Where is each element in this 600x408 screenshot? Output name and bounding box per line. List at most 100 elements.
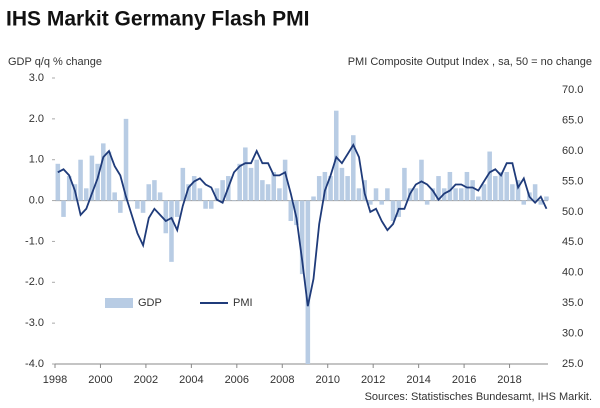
- bar: [487, 151, 492, 201]
- bar: [243, 147, 248, 201]
- bar: [481, 184, 487, 201]
- x-tick-label: 2014: [406, 374, 430, 386]
- bar: [180, 167, 186, 201]
- y2-tick-label: 65.0: [562, 115, 583, 127]
- bar: [532, 184, 538, 201]
- bar: [544, 196, 549, 201]
- bar: [368, 200, 373, 205]
- y-tick-label: 0.0: [29, 194, 44, 206]
- bar: [95, 163, 100, 201]
- y2-axis-label: PMI Composite Output Index , sa, 50 = no…: [348, 56, 592, 68]
- bar: [538, 200, 544, 205]
- bar: [504, 171, 509, 201]
- bar: [260, 180, 265, 201]
- bar: [282, 159, 288, 201]
- x-tick-label: 2012: [361, 374, 385, 386]
- bar: [123, 118, 129, 201]
- bar: [316, 176, 322, 201]
- bar: [351, 135, 356, 201]
- bar: [157, 192, 163, 201]
- y-tick-label: 3.0: [29, 72, 44, 84]
- bar: [214, 188, 220, 201]
- bar: [163, 200, 169, 234]
- x-tick-label: 2010: [315, 374, 339, 386]
- bar: [322, 171, 328, 201]
- x-tick-label: 1998: [43, 374, 67, 386]
- bar: [78, 159, 83, 201]
- bar: [419, 159, 424, 201]
- bar: [186, 184, 191, 201]
- y2-tick-label: 35.0: [562, 297, 583, 309]
- legend-label: GDP: [138, 297, 162, 309]
- x-tick-label: 2016: [452, 374, 476, 386]
- bar: [413, 188, 419, 201]
- bar: [447, 171, 453, 201]
- bar: [66, 176, 72, 201]
- legend-swatch: [105, 298, 133, 308]
- bar: [493, 176, 498, 201]
- bar: [498, 171, 504, 201]
- y-tick-label: 2.0: [29, 113, 44, 125]
- bar: [356, 188, 362, 201]
- bar: [191, 176, 197, 201]
- bar: [436, 176, 441, 201]
- x-tick-label: 2008: [270, 374, 294, 386]
- bar: [89, 155, 95, 201]
- bar: [424, 200, 430, 205]
- x-tick-label: 2000: [88, 374, 112, 386]
- y2-tick-label: 60.0: [562, 145, 583, 157]
- bar: [521, 200, 527, 205]
- y2-tick-label: 40.0: [562, 267, 583, 279]
- bar: [510, 184, 515, 201]
- y-tick-label: 1.0: [29, 154, 44, 166]
- bar: [271, 171, 277, 201]
- bar: [118, 200, 123, 213]
- x-tick-label: 2004: [179, 374, 203, 386]
- bar: [345, 176, 350, 201]
- bar: [174, 200, 180, 217]
- bar: [333, 110, 339, 201]
- y2-tick-label: 55.0: [562, 175, 583, 187]
- bar: [140, 200, 146, 213]
- bar: [83, 188, 89, 201]
- bar: [390, 200, 396, 221]
- bar: [135, 200, 140, 209]
- y-tick-label: -2.0: [25, 276, 44, 288]
- bar: [453, 188, 458, 201]
- y2-tick-label: 70.0: [562, 84, 583, 96]
- chart-title: IHS Markit Germany Flash PMI: [6, 8, 309, 31]
- x-tick-label: 2018: [497, 374, 521, 386]
- bar: [197, 188, 203, 201]
- bar: [515, 180, 521, 201]
- x-tick-label: 2006: [225, 374, 249, 386]
- bar: [464, 171, 470, 201]
- y2-tick-label: 25.0: [562, 358, 583, 370]
- bar: [169, 200, 174, 262]
- y-tick-label: -4.0: [25, 358, 44, 370]
- y-tick-label: -3.0: [25, 317, 44, 329]
- bar: [208, 200, 214, 209]
- bar: [430, 188, 436, 201]
- bar: [470, 180, 475, 201]
- bar: [248, 167, 254, 201]
- legend-label: PMI: [233, 297, 253, 309]
- bar: [294, 200, 299, 226]
- bar: [379, 200, 384, 205]
- bar: [220, 180, 225, 201]
- y2-tick-label: 45.0: [562, 236, 583, 248]
- bar: [299, 200, 305, 275]
- bar: [402, 167, 407, 201]
- line: [57, 143, 548, 307]
- bar: [458, 188, 464, 201]
- bar: [106, 151, 112, 201]
- y-axis-label: GDP q/q % change: [8, 56, 102, 68]
- bar: [305, 200, 311, 364]
- bar: [61, 200, 66, 217]
- bar: [146, 184, 152, 201]
- bar: [152, 180, 157, 201]
- bar: [328, 176, 333, 201]
- source: Sources: Statistisches Bundesamt, IHS Ma…: [365, 391, 592, 403]
- bar: [373, 188, 379, 201]
- bar: [129, 200, 134, 202]
